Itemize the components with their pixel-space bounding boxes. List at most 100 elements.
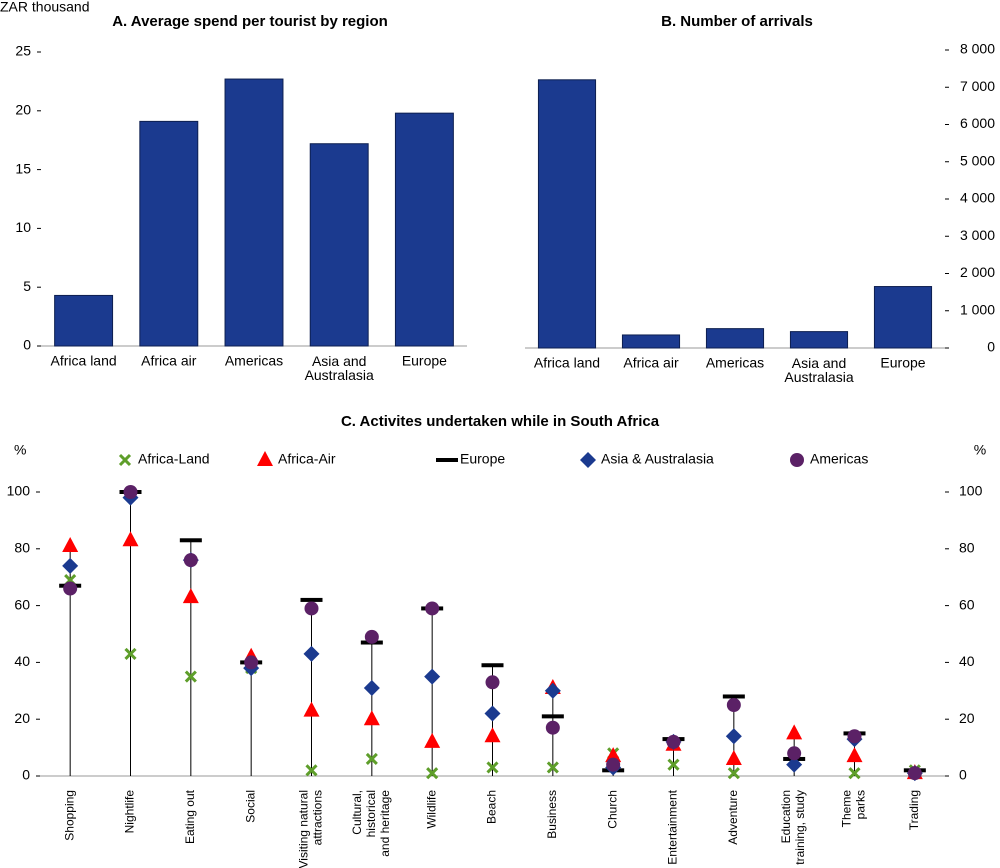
point bbox=[725, 728, 742, 745]
y-axis-unit: ZAR thousand bbox=[0, 0, 90, 15]
point bbox=[425, 601, 440, 616]
y-tick-label: 0 bbox=[22, 767, 30, 783]
point bbox=[183, 553, 198, 568]
point bbox=[244, 655, 259, 670]
bar bbox=[139, 120, 199, 347]
point bbox=[606, 757, 621, 772]
bar bbox=[873, 286, 933, 349]
point bbox=[182, 588, 199, 604]
point bbox=[787, 746, 802, 761]
point bbox=[62, 536, 79, 552]
x-tick-label: Nightlife bbox=[123, 790, 137, 834]
y-tick-label: 2 000 bbox=[960, 264, 995, 280]
x-tick-label: Asia and Australasia bbox=[784, 355, 853, 385]
y-tick-label: 40 bbox=[14, 653, 30, 669]
x-tick-label: Entertainment bbox=[666, 789, 680, 864]
x-tick-label: Visiting naturalattractions bbox=[297, 790, 325, 868]
y-tick-label: 4 000 bbox=[960, 190, 995, 206]
y-tick-label: 3 000 bbox=[960, 227, 995, 243]
point bbox=[305, 764, 318, 777]
point bbox=[847, 729, 862, 744]
point bbox=[424, 732, 441, 748]
y-tick-label: 6 000 bbox=[960, 115, 995, 131]
legend-marker bbox=[580, 452, 596, 468]
point bbox=[727, 767, 740, 780]
x-tick-label: Shopping bbox=[62, 790, 76, 841]
point bbox=[546, 761, 559, 774]
x-tick-label: Africa land bbox=[51, 353, 117, 369]
bar bbox=[537, 79, 597, 349]
point bbox=[848, 767, 861, 780]
point bbox=[725, 749, 742, 765]
y-axis-unit: % bbox=[974, 442, 986, 458]
x-tick-label: Americas bbox=[706, 355, 764, 371]
x-tick-label: Africa air bbox=[623, 355, 679, 371]
point bbox=[124, 647, 137, 660]
x-tick-label: Asia and Australasia bbox=[305, 353, 374, 383]
legend-marker bbox=[118, 453, 132, 467]
point bbox=[605, 747, 622, 763]
x-tick-label: Europe bbox=[402, 353, 447, 369]
point bbox=[63, 581, 78, 596]
x-tick-label: Themeparks bbox=[840, 790, 868, 828]
point bbox=[303, 645, 320, 662]
y-tick-label: 1 000 bbox=[960, 301, 995, 317]
x-tick-label: Eating out bbox=[183, 789, 197, 844]
y-axis-unit: % bbox=[14, 442, 26, 458]
y-tick-label: 0 bbox=[23, 337, 31, 353]
y-tick-label: 80 bbox=[959, 540, 975, 556]
y-tick-label: 20 bbox=[14, 710, 30, 726]
point bbox=[541, 714, 564, 719]
x-tick-label: Americas bbox=[225, 353, 283, 369]
point bbox=[666, 734, 681, 749]
y-tick-label: 15 bbox=[15, 160, 31, 176]
chart-title: C. Activites undertaken while in South A… bbox=[341, 413, 660, 430]
legend-label: Africa-Land bbox=[138, 451, 210, 467]
y-tick-label: 25 bbox=[15, 43, 31, 59]
y-tick-label: 60 bbox=[14, 596, 30, 612]
x-tick-label: Wildlife bbox=[424, 790, 438, 829]
point bbox=[786, 724, 803, 740]
bar bbox=[54, 294, 114, 347]
x-tick-label: Social bbox=[243, 790, 257, 823]
point bbox=[481, 663, 504, 668]
legend-label: Africa-Air bbox=[278, 451, 336, 467]
point bbox=[304, 601, 319, 616]
y-tick-label: 40 bbox=[959, 653, 975, 669]
bar bbox=[224, 78, 284, 347]
bar bbox=[621, 334, 681, 349]
y-tick-label: 5 000 bbox=[960, 152, 995, 168]
chart-title: B. Number of arrivals bbox=[661, 13, 813, 30]
point bbox=[123, 485, 138, 499]
y-tick-label: 0 bbox=[959, 767, 967, 783]
bar bbox=[789, 331, 849, 349]
y-tick-label: 20 bbox=[15, 102, 31, 118]
legend-label: Americas bbox=[810, 451, 868, 467]
point bbox=[485, 675, 500, 690]
x-tick-label: Europe bbox=[880, 355, 925, 371]
y-tick-label: 80 bbox=[14, 540, 30, 556]
point bbox=[486, 761, 499, 774]
point bbox=[484, 705, 501, 722]
point bbox=[363, 710, 380, 726]
y-tick-label: 100 bbox=[959, 483, 983, 499]
x-tick-label: Church bbox=[605, 790, 619, 829]
point bbox=[544, 682, 561, 699]
point bbox=[303, 701, 320, 717]
legend-marker bbox=[257, 451, 273, 466]
point bbox=[545, 720, 560, 735]
legend-marker bbox=[436, 458, 458, 462]
x-tick-label: Business bbox=[545, 790, 559, 839]
x-tick-label: Beach bbox=[485, 790, 499, 824]
x-tick-label: Cultural,historicaland heritage bbox=[350, 790, 392, 857]
point bbox=[426, 767, 439, 780]
point bbox=[722, 694, 745, 699]
point bbox=[300, 597, 323, 602]
point bbox=[364, 629, 379, 644]
point bbox=[179, 538, 202, 543]
legend-marker bbox=[790, 453, 804, 467]
x-tick-label: Trading bbox=[907, 790, 921, 830]
point bbox=[667, 758, 680, 771]
chart-title: A. Average spend per tourist by region bbox=[112, 13, 388, 30]
